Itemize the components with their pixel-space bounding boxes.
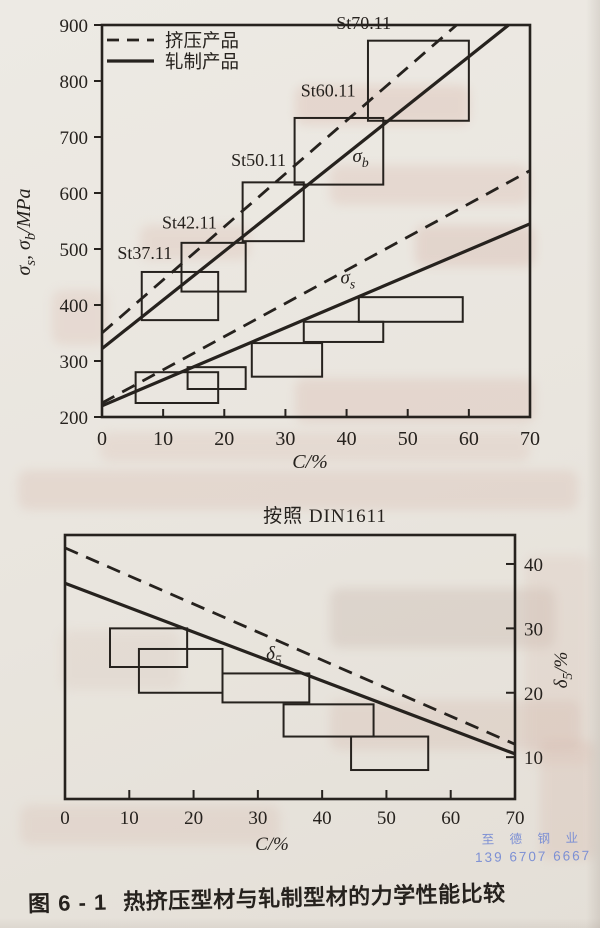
data-range-box	[302, 320, 385, 343]
data-range-box	[293, 116, 385, 186]
legend-label: 轧制产品	[165, 52, 239, 73]
y-tick-label: 400	[60, 296, 89, 317]
x-axis-label: C/%	[255, 834, 289, 855]
steel-grade-label: St42.11	[162, 212, 217, 232]
x-tick-label: 30	[248, 808, 267, 829]
watermark-company: 至 德 钢 业	[481, 831, 585, 847]
x-tick-label: 10	[153, 428, 173, 450]
y-axis-label: σs, σb/MPa	[13, 189, 39, 276]
x-tick-label: 40	[337, 428, 357, 450]
y-tick-label: 10	[524, 748, 543, 769]
y-tick-label: 800	[60, 72, 89, 93]
series-annotation: σs	[340, 268, 355, 292]
din-standard-note: 按照 DIN1611	[263, 506, 387, 527]
plot-frame	[100, 23, 532, 419]
series-annotation: σb	[353, 146, 369, 170]
trend-line-dashed	[64, 546, 516, 746]
x-tick-label: 30	[275, 428, 295, 450]
data-range-box	[109, 627, 189, 668]
data-range-box	[137, 647, 224, 694]
data-range-box	[357, 296, 464, 323]
trend-line-solid	[101, 222, 531, 408]
watermark-phone: 139 6707 6667	[474, 847, 592, 865]
x-tick-label: 10	[120, 808, 139, 829]
plot-frame	[63, 533, 517, 801]
figure-number: 图 6 - 1	[27, 889, 108, 917]
x-tick-label: 70	[520, 428, 540, 450]
y-tick-label: 900	[60, 16, 89, 37]
x-tick-label: 50	[377, 808, 396, 829]
y-tick-label: 20	[524, 684, 543, 705]
steel-grade-label: St50.11	[231, 150, 286, 170]
legend-label: 挤压产品	[165, 31, 239, 52]
trend-line-dashed	[101, 23, 458, 335]
y-tick-label: 600	[60, 184, 89, 205]
steel-grade-label: St60.11	[301, 81, 356, 101]
steel-grade-label: St70.11	[336, 13, 391, 33]
x-tick-label: 20	[214, 428, 234, 450]
trend-line-solid	[64, 581, 516, 756]
y-tick-label: 300	[60, 352, 89, 373]
x-tick-label: 0	[97, 428, 107, 450]
series-annotation: δ5	[266, 643, 282, 667]
data-range-box	[250, 342, 324, 378]
x-tick-label: 0	[60, 808, 70, 829]
y-tick-label: 40	[524, 555, 543, 576]
x-tick-label: 20	[184, 808, 203, 829]
watermark: 至 德 钢 业 139 6707 6667	[468, 830, 599, 867]
data-range-box	[350, 735, 430, 772]
trend-line-dashed	[101, 169, 531, 405]
x-tick-label: 60	[459, 428, 479, 450]
x-tick-label: 70	[506, 808, 525, 829]
x-tick-label: 50	[398, 428, 418, 450]
trend-line-solid	[101, 23, 510, 350]
y-axis-label: δ5/%	[551, 652, 575, 689]
y-tick-label: 700	[60, 128, 89, 149]
data-range-box	[140, 270, 220, 322]
data-range-box	[134, 371, 220, 405]
x-tick-label: 60	[441, 808, 460, 829]
data-range-box	[180, 241, 247, 293]
steel-grade-label: St37.11	[117, 243, 172, 263]
data-range-box	[221, 672, 311, 704]
data-range-box	[366, 39, 470, 122]
y-tick-label: 200	[60, 408, 89, 429]
x-axis-label: C/%	[292, 451, 328, 473]
data-range-box	[282, 703, 375, 738]
x-tick-label: 40	[313, 808, 332, 829]
data-range-box	[186, 366, 247, 391]
y-tick-label: 30	[524, 619, 543, 640]
y-tick-label: 500	[60, 240, 89, 261]
